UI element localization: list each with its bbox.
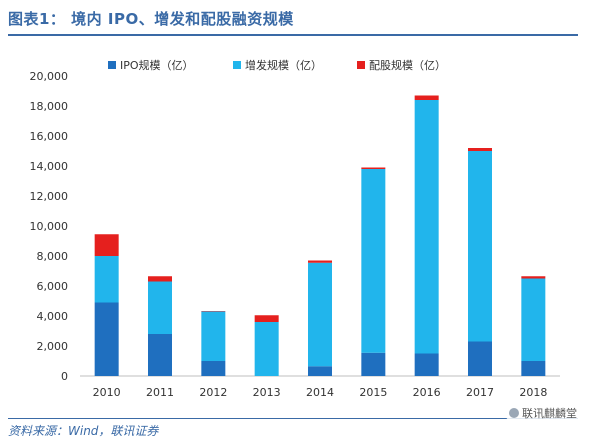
bar-segment-2015-1 <box>361 169 386 353</box>
bar-segment-2010-2 <box>94 234 119 256</box>
bar-segment-2016-0 <box>414 353 439 376</box>
bar-segment-2012-0 <box>201 361 226 376</box>
footer-divider <box>8 418 578 419</box>
legend-label-0: IPO规模（亿） <box>120 58 194 72</box>
x-tick-label: 2015 <box>359 386 387 398</box>
watermark-text: 联讯麒麟堂 <box>522 407 577 420</box>
bar-segment-2018-1 <box>521 278 546 361</box>
source-note: 资料来源：Wind，联讯证券 <box>8 424 159 438</box>
bar-segment-2017-1 <box>468 151 492 342</box>
y-tick-label: 4,000 <box>37 310 69 323</box>
x-tick-label: 2012 <box>199 386 227 398</box>
x-tick-label: 2010 <box>93 386 121 398</box>
bar-segment-2010-1 <box>94 256 119 303</box>
bar-segment-2015-2 <box>361 167 386 169</box>
bar-segment-2016-1 <box>414 100 439 354</box>
y-tick-label: 12,000 <box>30 190 69 203</box>
wechat-icon <box>509 408 519 418</box>
legend-swatch-1 <box>233 61 241 69</box>
x-axis: 2010 2011 2012 2013 2014 2015 2016 2017 2018 <box>80 375 560 398</box>
y-tick-label: 2,000 <box>37 340 69 353</box>
watermark-badge: 联讯麒麟堂 <box>505 404 581 422</box>
x-tick-label: 2017 <box>466 386 494 398</box>
bar-segment-2017-0 <box>468 341 492 376</box>
x-tick-label: 2011 <box>146 386 174 398</box>
x-tick-label: 2018 <box>519 386 547 398</box>
bar-segment-2011-1 <box>148 281 172 334</box>
y-tick-label: 8,000 <box>37 250 69 263</box>
bar-segment-2016-2 <box>414 95 439 100</box>
legend-swatch-0 <box>108 61 116 69</box>
y-tick-label: 6,000 <box>37 280 69 293</box>
bar-segment-2013-2 <box>254 315 279 322</box>
legend-label-1: 增发规模（亿） <box>245 58 322 72</box>
bar-segment-2014-1 <box>308 262 332 367</box>
bar-segment-2011-0 <box>148 334 172 376</box>
bar-segment-2011-2 <box>148 276 172 282</box>
y-tick-label: 18,000 <box>30 100 69 113</box>
title-divider <box>8 34 578 36</box>
y-axis: 0 2,000 4,000 6,000 8,000 10,000 12,000 14,000 1… <box>30 70 69 383</box>
legend-swatch-2 <box>357 61 365 69</box>
y-tick-label: 14,000 <box>30 160 69 173</box>
bar-segment-2014-2 <box>308 260 332 263</box>
bar-segment-2010-0 <box>94 302 119 376</box>
bar-segment-2015-0 <box>361 352 386 376</box>
bar-segment-2012-1 <box>201 311 226 361</box>
chart-title: 图表1： 境内 IPO、增发和配股融资规模 <box>8 10 294 28</box>
bar-segment-2014-0 <box>308 366 332 376</box>
y-tick-label: 20,000 <box>30 70 69 83</box>
y-tick-label: 0 <box>61 370 68 383</box>
bar-segment-2013-1 <box>254 322 279 376</box>
x-tick-label: 2014 <box>306 386 334 398</box>
bars-group <box>94 95 546 376</box>
y-tick-label: 10,000 <box>30 220 69 233</box>
bar-segment-2017-2 <box>468 148 492 151</box>
chart-legend: IPO规模（亿） 增发规模（亿） 配股规模（亿） <box>108 58 446 72</box>
bar-segment-2018-0 <box>521 361 546 376</box>
x-tick-label: 2016 <box>413 386 441 398</box>
x-tick-label: 2013 <box>253 386 281 398</box>
bar-segment-2018-2 <box>521 276 546 279</box>
legend-label-2: 配股规模（亿） <box>369 58 446 72</box>
y-tick-label: 16,000 <box>30 130 69 143</box>
bar-chart: IPO规模（亿） 增发规模（亿） 配股规模（亿） 0 2,000 4,000 6,000 8… <box>30 58 560 398</box>
